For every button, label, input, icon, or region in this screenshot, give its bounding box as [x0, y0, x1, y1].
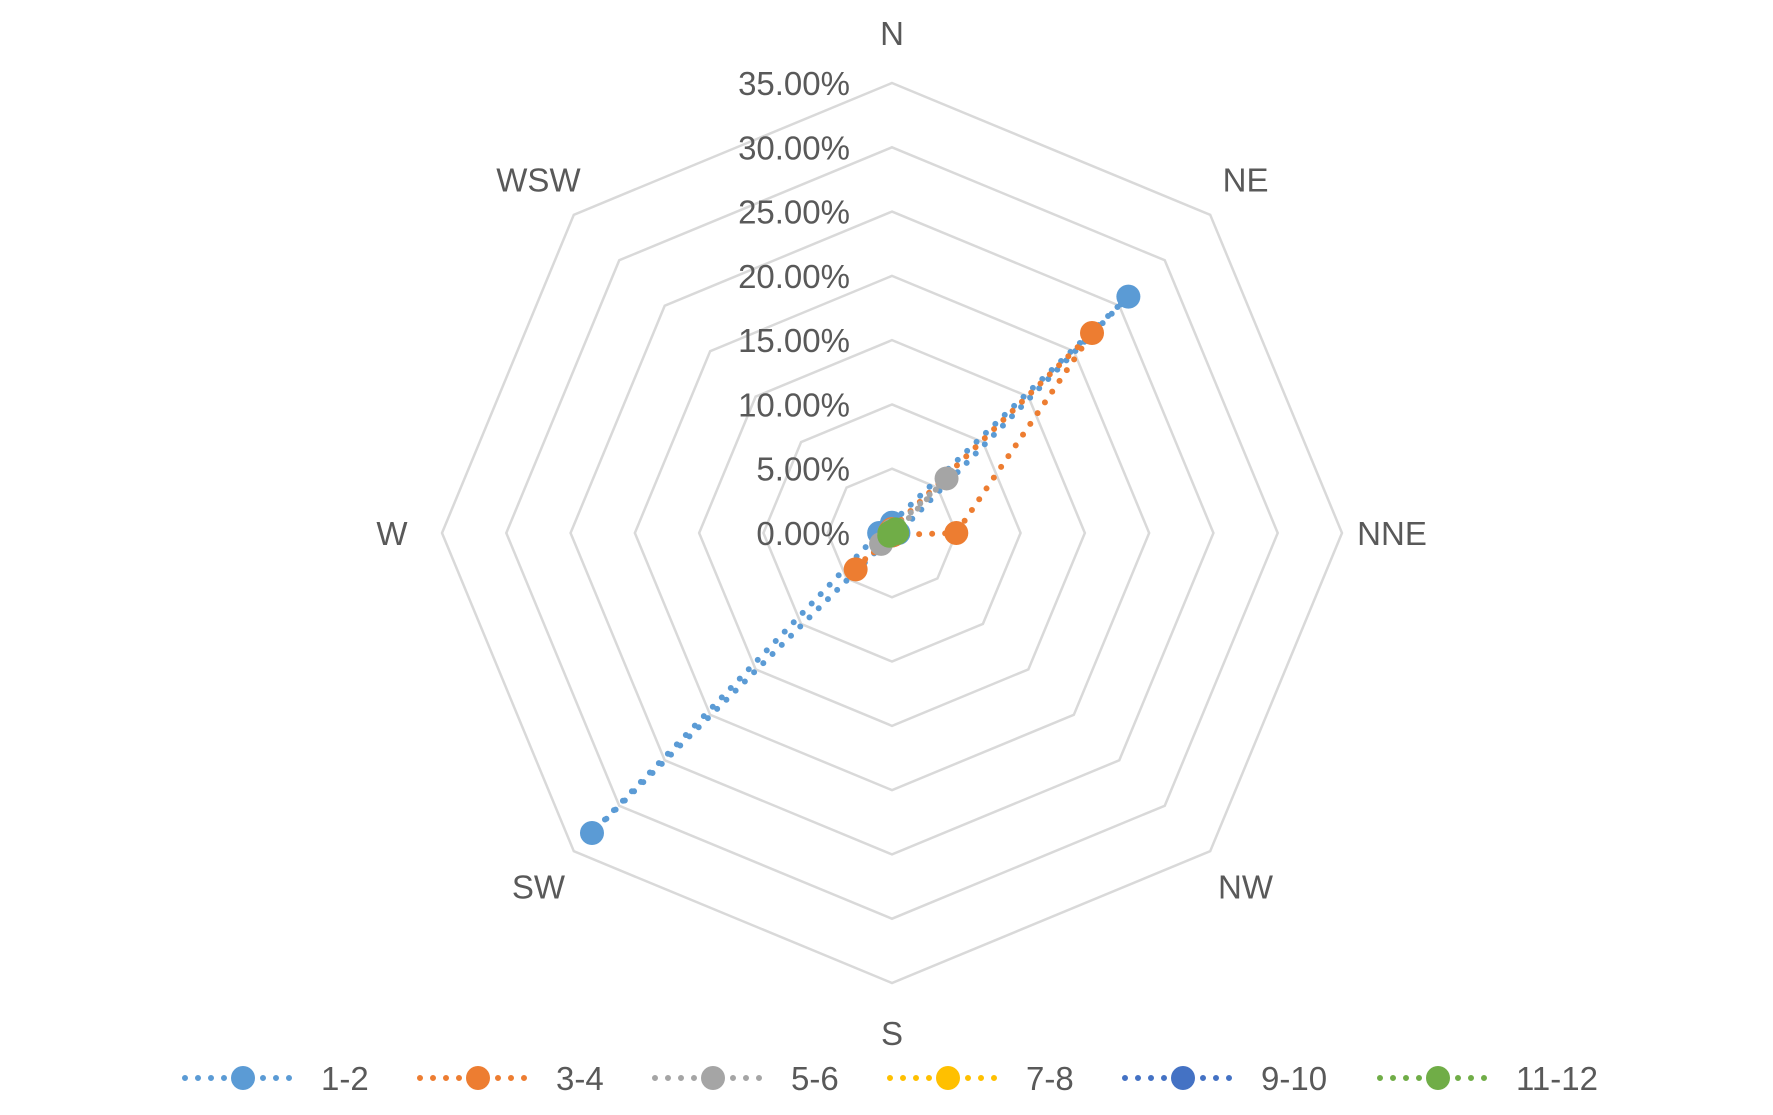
- legend-item: 5-6: [652, 1060, 839, 1097]
- legend-marker: [1171, 1066, 1195, 1090]
- category-label: NNE: [1357, 515, 1427, 552]
- legend-marker: [231, 1066, 255, 1090]
- grid-ring: [569, 210, 1215, 856]
- data-point: [843, 557, 868, 582]
- legend-marker: [936, 1066, 960, 1090]
- tick-label: 0.00%: [756, 515, 850, 552]
- series-11-12: [877, 517, 910, 548]
- legend-label: 5-6: [791, 1060, 839, 1097]
- data-point: [1080, 320, 1105, 345]
- legend-item: 7-8: [887, 1060, 1074, 1097]
- legend-label: 1-2: [321, 1060, 369, 1097]
- grid-ring: [826, 467, 958, 599]
- grid-ring: [504, 145, 1280, 921]
- legend-item: 11-12: [1377, 1060, 1598, 1097]
- data-point: [934, 466, 959, 491]
- legend-label: 3-4: [556, 1060, 604, 1097]
- tick-label: 20.00%: [738, 258, 850, 295]
- category-label: W: [376, 515, 408, 552]
- tick-label: 15.00%: [738, 322, 850, 359]
- data-point: [944, 521, 969, 545]
- legend-label: 9-10: [1261, 1060, 1327, 1097]
- series-plot-area: [579, 284, 1141, 846]
- data-point: [1116, 284, 1141, 309]
- legend-marker: [1426, 1066, 1450, 1090]
- grid-ring: [762, 403, 1022, 663]
- grid-ring: [440, 81, 1344, 985]
- legend-marker: [701, 1066, 725, 1090]
- legend-item: 1-2: [182, 1060, 369, 1097]
- radar-grid: [440, 81, 1344, 985]
- legend-label: 11-12: [1516, 1060, 1598, 1097]
- data-point: [879, 520, 904, 545]
- category-label: S: [881, 1015, 903, 1052]
- grid-ring: [697, 338, 1087, 728]
- legend: 1-2 3-4 5-6 7-8 9-10 11-12: [182, 1060, 1598, 1097]
- data-point: [579, 821, 604, 846]
- legend-item: 9-10: [1122, 1060, 1327, 1097]
- category-label: WSW: [496, 161, 581, 198]
- grid-ring: [633, 274, 1151, 792]
- tick-label: 25.00%: [738, 194, 850, 231]
- tick-label: 35.00%: [738, 65, 850, 102]
- category-label: SW: [512, 869, 566, 906]
- tick-label: 5.00%: [756, 451, 850, 488]
- tick-label: 30.00%: [738, 129, 850, 166]
- category-label: N: [880, 15, 904, 52]
- legend-marker: [466, 1066, 490, 1090]
- legend-label: 7-8: [1026, 1060, 1074, 1097]
- radial-tick-labels: 0.00% 5.00% 10.00% 15.00% 20.00% 25.00% 30.00%…: [738, 65, 850, 552]
- tick-label: 10.00%: [738, 386, 850, 423]
- category-label: NE: [1223, 161, 1269, 198]
- legend-item: 3-4: [417, 1060, 604, 1097]
- category-label: NW: [1218, 869, 1274, 906]
